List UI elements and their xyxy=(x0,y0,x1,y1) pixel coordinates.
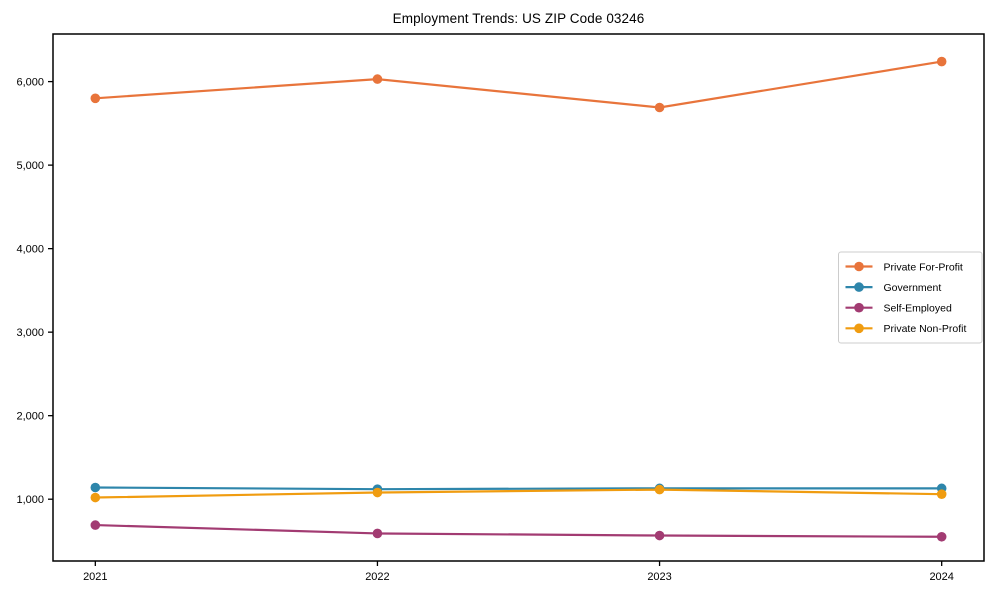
y-tick-label: 5,000 xyxy=(16,160,44,172)
data-point-private-for-profit xyxy=(936,56,947,67)
data-point-private-non-profit xyxy=(654,484,665,495)
legend-label: Self-Employed xyxy=(884,303,952,315)
y-tick-label: 3,000 xyxy=(16,327,44,339)
legend-swatch-marker xyxy=(854,282,864,292)
data-point-private-for-profit xyxy=(372,74,383,84)
legend-swatch-marker xyxy=(854,261,864,272)
x-tick-label: 2021 xyxy=(83,571,107,583)
legend-swatch-marker xyxy=(854,323,864,334)
series-line-private-for-profit xyxy=(95,60,942,109)
data-point-self-employed xyxy=(654,530,665,541)
data-point-private-for-profit xyxy=(654,102,665,113)
chart-title: Employment Trends: US ZIP Code 03246 xyxy=(392,11,645,26)
x-tick-label: 2022 xyxy=(365,571,389,583)
data-point-self-employed xyxy=(90,520,101,530)
data-point-private-non-profit xyxy=(936,489,947,499)
legend-box xyxy=(838,251,983,344)
y-tick-label: 4,000 xyxy=(16,244,44,256)
y-tick-label: 1,000 xyxy=(16,494,44,506)
y-tick-label: 6,000 xyxy=(16,77,44,89)
data-point-private-non-profit xyxy=(90,492,101,503)
legend-label: Private For-Profit xyxy=(884,261,963,273)
legend-label: Government xyxy=(884,282,942,294)
series-line-private-non-profit xyxy=(95,488,942,499)
plot-border xyxy=(52,33,985,562)
series-line-government xyxy=(95,486,942,491)
data-point-private-non-profit xyxy=(372,487,383,498)
data-point-self-employed xyxy=(372,528,383,539)
legend-swatch-marker xyxy=(854,302,864,313)
data-point-government xyxy=(90,482,101,493)
data-point-self-employed xyxy=(936,531,947,542)
series-line-self-employed xyxy=(95,523,942,538)
x-tick-label: 2024 xyxy=(929,571,953,583)
y-tick-label: 2,000 xyxy=(16,411,44,423)
x-tick-label: 2023 xyxy=(647,571,671,583)
data-point-private-for-profit xyxy=(90,93,101,104)
legend-label: Private Non-Profit xyxy=(884,323,967,335)
